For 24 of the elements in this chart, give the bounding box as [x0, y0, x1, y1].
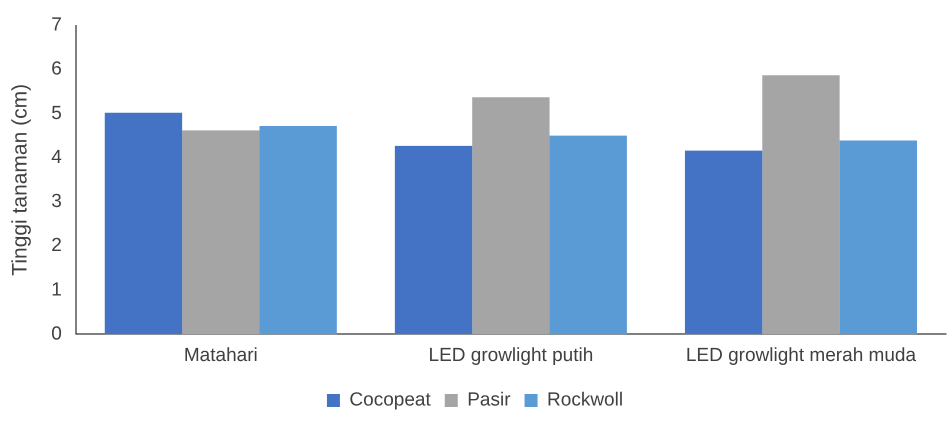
- y-tick-label: 5: [51, 102, 62, 124]
- bar: [762, 75, 840, 334]
- bar: [684, 150, 762, 334]
- y-tick-label: 0: [51, 323, 62, 344]
- bar: [259, 126, 337, 334]
- legend-label: Pasir: [467, 390, 512, 411]
- y-tick-label: 1: [51, 279, 62, 300]
- bar: [840, 140, 917, 334]
- y-axis-title: Tinggi tanaman (cm): [8, 84, 32, 276]
- x-tick-label: Matahari: [184, 344, 258, 366]
- bar: [550, 136, 627, 334]
- x-tick-label: LED growlight merah muda: [686, 344, 916, 366]
- bar: [472, 97, 550, 334]
- bar: [182, 130, 260, 334]
- y-tick-label: 3: [51, 191, 62, 212]
- y-tick-label: 4: [51, 146, 62, 168]
- y-tick-label: 7: [51, 14, 62, 36]
- y-tick-label: 6: [51, 58, 62, 80]
- legend-label: Cocopeat: [349, 390, 432, 411]
- x-tick-label: LED growlight putih: [428, 344, 594, 366]
- y-tick-label: 2: [51, 235, 62, 256]
- bar: [394, 146, 472, 334]
- legend-label: Rockwoll: [547, 390, 624, 411]
- bar: [104, 112, 182, 334]
